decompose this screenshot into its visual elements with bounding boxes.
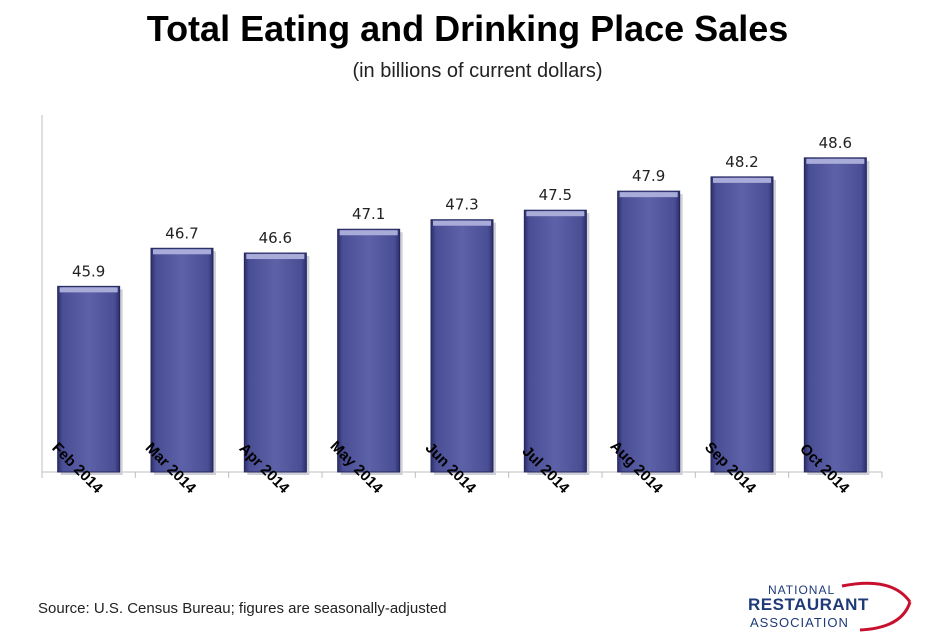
bar (803, 157, 870, 475)
data-label: 47.5 (539, 186, 572, 204)
logo-swoosh-icon (841, 581, 912, 632)
bar-top-highlight (153, 249, 211, 255)
data-label: 47.9 (632, 167, 665, 185)
bar (150, 247, 216, 475)
data-label: 46.6 (259, 229, 292, 247)
bar-body (243, 252, 307, 473)
bar-top-highlight (806, 158, 865, 164)
bar-top-highlight (526, 211, 585, 217)
data-label: 47.1 (352, 205, 385, 223)
bar-top-highlight (433, 220, 491, 226)
bar (243, 252, 310, 475)
bar-top-highlight (713, 177, 771, 183)
bar-top-highlight (59, 287, 118, 293)
data-labels-group: 45.9 46.7 46.6 47.1 47.3 47.5 47.9 48.2 48.6 (72, 134, 852, 281)
chart-title: Total Eating and Drinking Place Sales (146, 8, 789, 49)
source-note: Source: U.S. Census Bureau; figures are … (38, 600, 447, 617)
bar-body (430, 219, 494, 473)
data-label: 46.7 (165, 224, 198, 242)
bars-group (57, 157, 870, 475)
bar-body (57, 285, 121, 473)
bar (710, 176, 776, 475)
data-label: 48.2 (725, 153, 758, 171)
logo-line-national: NATIONAL (768, 583, 836, 597)
data-label: 47.3 (445, 196, 478, 214)
chart-subtitle: (in billions of current dollars) (352, 60, 603, 82)
bar-body (150, 247, 214, 473)
data-label: 48.6 (819, 134, 852, 152)
bar-body (803, 157, 867, 473)
bar-chart: 45.946.7 46.647.147.347.547.948.248.6 Feb… (41, 115, 883, 497)
bar (57, 285, 123, 475)
bar-body (617, 190, 681, 473)
bar-top-highlight (339, 230, 398, 236)
bar-body (523, 209, 587, 473)
data-label: 45.9 (72, 262, 105, 280)
bar (337, 228, 403, 475)
logo-line-association: ASSOCIATION (750, 615, 849, 630)
bar (617, 190, 683, 475)
bar-top-highlight (619, 192, 678, 198)
bar (430, 219, 496, 475)
bar (523, 209, 590, 475)
bar-body (337, 228, 401, 473)
logo-line-restaurant: RESTAURANT (748, 595, 869, 614)
bar-top-highlight (246, 254, 305, 260)
nra-logo: NATIONAL RESTAURANT ASSOCIATION (742, 580, 932, 634)
bar-body (710, 176, 774, 473)
